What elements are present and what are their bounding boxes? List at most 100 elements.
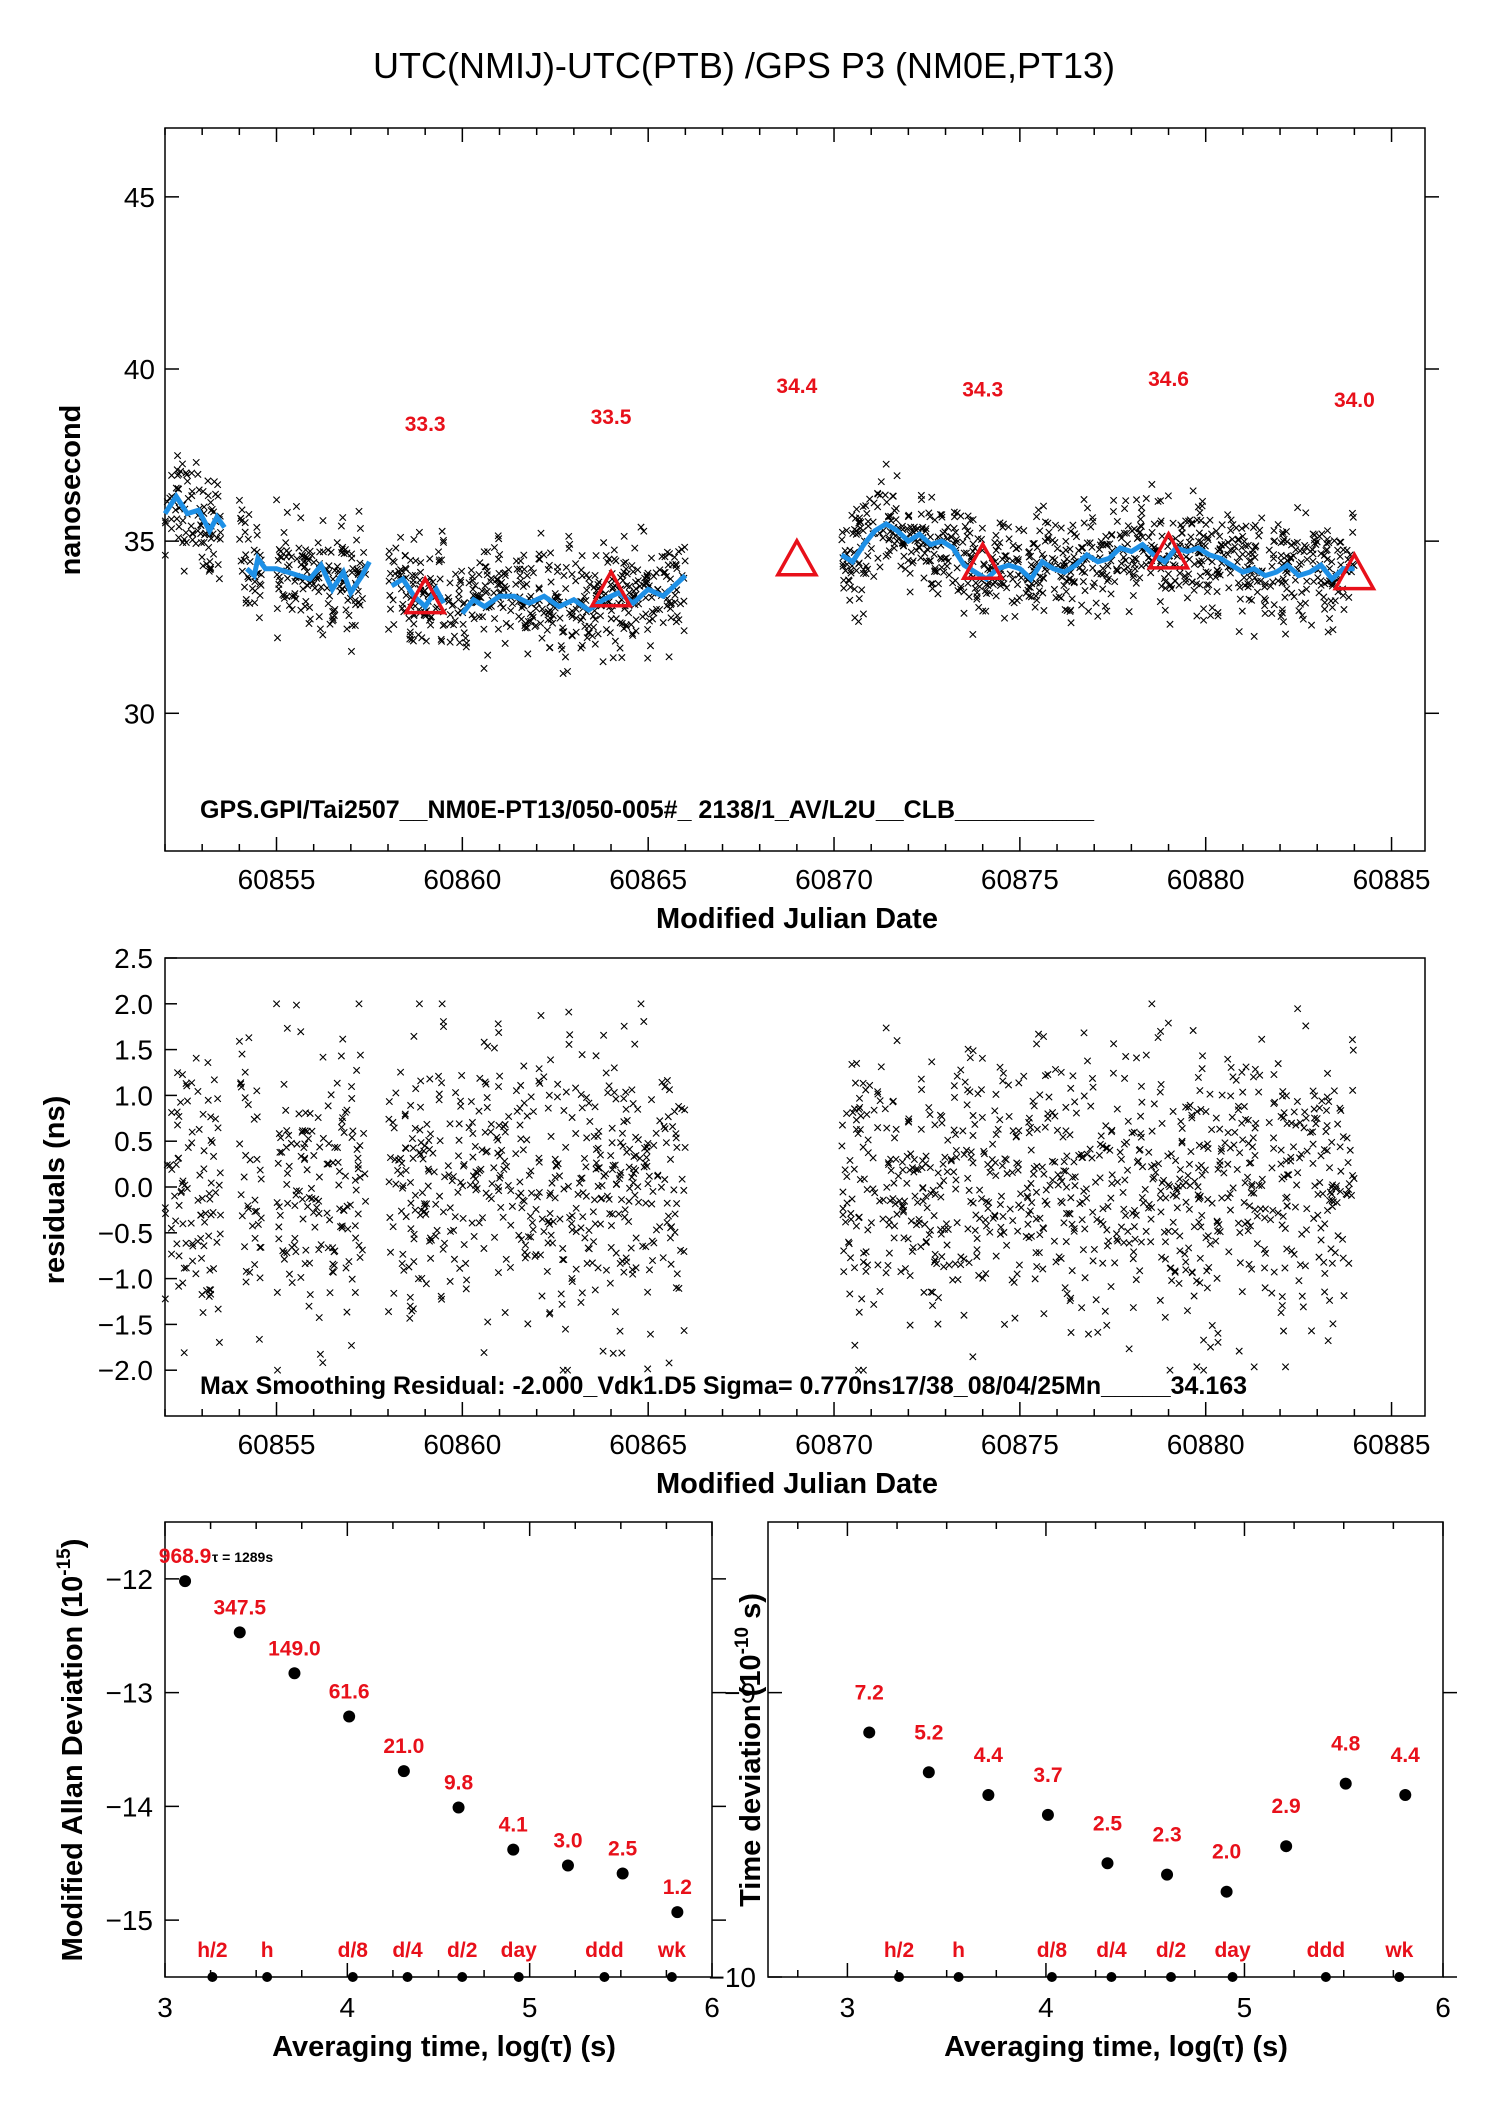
data-point — [852, 566, 861, 575]
data-point — [1212, 527, 1220, 535]
data-point — [579, 1213, 587, 1221]
data-point — [345, 1257, 353, 1266]
data-point — [1088, 1074, 1097, 1083]
data-point — [1097, 1132, 1105, 1140]
data-point — [1083, 1057, 1092, 1065]
data-point — [273, 604, 281, 613]
data-point — [1133, 534, 1141, 543]
data-point — [1253, 578, 1261, 586]
data-point — [351, 1222, 359, 1230]
data-point — [1131, 565, 1139, 573]
data-point — [1012, 1133, 1020, 1141]
data-point — [591, 1286, 599, 1294]
data-point — [421, 1142, 429, 1150]
data-point — [319, 548, 327, 556]
data-point — [528, 1219, 537, 1227]
data-point — [532, 604, 540, 612]
data-point — [1083, 504, 1092, 512]
data-point — [1319, 1190, 1327, 1198]
data-point — [1302, 1114, 1310, 1122]
data-point — [1298, 1292, 1306, 1300]
data-point — [631, 1040, 639, 1048]
data-point — [1117, 1155, 1126, 1163]
data-point — [671, 591, 679, 599]
data-point — [480, 625, 488, 633]
data-point — [471, 1175, 480, 1183]
data-point — [1344, 1158, 1352, 1167]
data-point — [1084, 1330, 1093, 1338]
daily-marker — [774, 537, 819, 577]
data-point — [215, 575, 223, 583]
data-point — [577, 1090, 585, 1099]
data-point — [1000, 614, 1009, 622]
data-point — [1059, 1133, 1067, 1141]
daily-marker — [1146, 530, 1191, 570]
data-point — [1318, 1097, 1326, 1105]
data-point — [1269, 1134, 1278, 1142]
data-point — [1328, 1202, 1336, 1211]
x-tick-label: 60855 — [238, 1429, 316, 1460]
data-point — [852, 527, 861, 535]
data-point — [907, 548, 915, 556]
data-point — [950, 524, 958, 532]
data-point — [1216, 1125, 1224, 1133]
data-point — [237, 1079, 245, 1087]
data-point — [526, 1212, 535, 1220]
data-point — [412, 557, 420, 565]
data-point — [494, 1149, 502, 1157]
data-point — [1101, 1307, 1109, 1315]
data-point — [426, 1234, 435, 1242]
data-point — [535, 1065, 543, 1073]
data-point — [1062, 1127, 1070, 1135]
data-point — [665, 1086, 674, 1094]
data-point — [608, 1210, 616, 1218]
data-point — [513, 565, 521, 573]
data-point — [912, 546, 921, 554]
data-point — [652, 1226, 661, 1234]
data-point — [256, 1243, 264, 1252]
data-point — [161, 1295, 169, 1303]
data-point — [1281, 1264, 1289, 1272]
data-point — [859, 610, 868, 618]
data-point — [1281, 593, 1289, 601]
stability-value-label: 3.7 — [1033, 1764, 1062, 1787]
data-point — [1323, 535, 1331, 543]
data-point — [841, 567, 850, 575]
data-point — [1030, 539, 1038, 548]
data-point — [470, 1232, 478, 1241]
data-point — [1277, 1160, 1285, 1168]
data-point — [451, 570, 460, 578]
data-point — [672, 1284, 680, 1292]
data-point — [596, 1220, 605, 1228]
data-point — [632, 1151, 640, 1159]
data-point — [433, 1226, 441, 1234]
interval-label: day — [1214, 1939, 1251, 1962]
data-point — [439, 1017, 448, 1026]
data-point — [881, 1105, 889, 1113]
data-point — [1172, 1157, 1180, 1165]
data-point — [1321, 580, 1329, 588]
data-point — [1226, 1206, 1235, 1214]
time-series-ticks: 60855 60860 60865 60870 60875 60880 6088530354… — [124, 128, 1439, 895]
data-point — [1164, 1019, 1172, 1027]
data-point — [175, 1201, 183, 1209]
data-point — [1238, 524, 1246, 533]
data-point — [1125, 568, 1133, 576]
data-point — [617, 1195, 626, 1204]
stability-point — [233, 1626, 246, 1639]
data-point — [389, 557, 397, 565]
data-point — [969, 1047, 977, 1055]
data-point — [216, 1230, 224, 1238]
data-point — [463, 639, 471, 647]
data-point — [257, 571, 265, 579]
data-point — [1178, 529, 1186, 537]
data-point — [1309, 1140, 1317, 1148]
data-point — [1109, 507, 1118, 516]
data-point — [1113, 567, 1121, 575]
stability-value-label: 4.4 — [974, 1744, 1004, 1767]
data-point — [1092, 599, 1100, 607]
data-point — [396, 1068, 405, 1076]
data-point — [1261, 1214, 1269, 1222]
data-point — [476, 559, 484, 567]
data-point — [215, 1181, 223, 1189]
